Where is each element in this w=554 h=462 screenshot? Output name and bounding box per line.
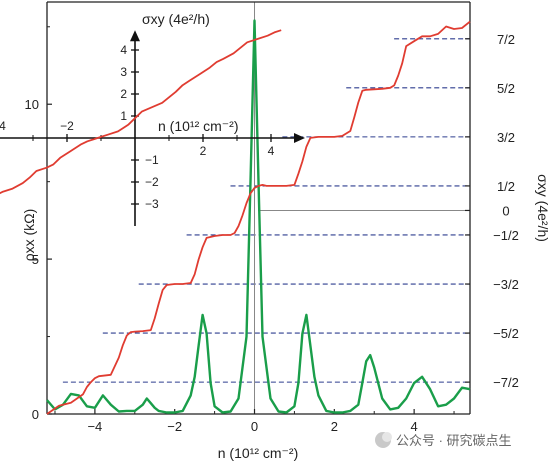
inset-y-tick-label: −2 — [145, 175, 159, 189]
inset-x-ticks: −4 −2 2 4 — [0, 119, 275, 158]
inset-y-tick-label: 2 — [120, 87, 127, 101]
x-tick-label: 0 — [251, 419, 258, 434]
wechat-icon-inner — [382, 432, 392, 442]
y-right-tick: 3/2 — [465, 130, 515, 145]
x-axis-ticks: −4 −2 0 2 4 — [54, 409, 455, 434]
x-tick: −4 — [87, 409, 102, 434]
inset-y-tick-label: 4 — [120, 43, 127, 57]
inset-y-axis-title: σxy (4e²/h) — [142, 11, 210, 27]
y-right-tick-label: 3/2 — [497, 130, 515, 145]
inset-x-tick: 4 — [268, 134, 275, 158]
y-right-axis-ticks: −7/2 −5/2 −3/2 −1/2 0 1/2 3/2 5/2 7/2 — [465, 32, 519, 390]
inset-y-tick: 3 — [120, 65, 139, 79]
y-right-tick: 0 — [465, 203, 510, 218]
inset-x-tick-label: −2 — [60, 119, 74, 133]
y-left-tick: 5 — [32, 252, 52, 267]
y-right-tick: −1/2 — [465, 228, 519, 243]
inset-x-tick: 2 — [200, 134, 207, 158]
y-right-tick: 5/2 — [465, 81, 515, 96]
inset-x-axis-arrow — [294, 133, 305, 143]
inset-x-tick: −4 — [0, 119, 6, 133]
rho-xx-series-line — [46, 19, 471, 414]
inset-x-tick-label: 2 — [200, 144, 207, 158]
y-right-tick: 1/2 — [465, 179, 515, 194]
sigma-xy-series-line — [46, 20, 471, 415]
inset-y-axis-arrow — [130, 30, 140, 42]
x-tick-label: −4 — [87, 419, 102, 434]
inset-y-tick: −2 — [131, 175, 159, 189]
watermark-text: 公众号 · 研究碳点生 — [396, 433, 512, 448]
inset-y-tick: 2 — [120, 87, 139, 101]
y-left-tick-label: 10 — [25, 97, 39, 112]
inset-y-tick-label: 3 — [120, 65, 127, 79]
inset-y-tick-label: −3 — [145, 197, 159, 211]
x-tick: 0 — [251, 409, 258, 434]
inset-x-tick-label: 4 — [268, 144, 275, 158]
y-right-tick: −7/2 — [465, 375, 519, 390]
inset-y-tick-label: −1 — [145, 153, 159, 167]
y-left-tick-label: 0 — [32, 407, 39, 422]
y-right-tick-label: 7/2 — [497, 32, 515, 47]
inset-y-tick-label: 1 — [120, 109, 127, 123]
y-right-tick-label: −3/2 — [493, 277, 519, 292]
y-right-tick-label: 5/2 — [497, 81, 515, 96]
x-axis-title: n (10¹² cm⁻²) — [218, 445, 299, 461]
inset-y-tick: 4 — [120, 43, 139, 57]
inset-x-tick-label: −4 — [0, 119, 6, 133]
inset-y-tick: −1 — [131, 153, 159, 167]
x-tick-label: −2 — [167, 419, 182, 434]
inset-chart: −4 −2 2 4 −3 −2 −1 1 2 3 4 σxy (4e²/h) n (10¹² cm… — [0, 11, 305, 226]
inset-y-tick: −3 — [131, 197, 159, 211]
y-right-tick-label: 1/2 — [497, 179, 515, 194]
y-left-axis-ticks: 0 5 10 — [25, 26, 52, 422]
y-right-tick: −3/2 — [465, 277, 519, 292]
y-right-tick: 7/2 — [465, 32, 515, 47]
y-right-tick-label: −7/2 — [493, 375, 519, 390]
y-right-tick: −5/2 — [465, 326, 519, 341]
y-right-tick-label: 0 — [502, 203, 509, 218]
inset-sigma-xy-series-line — [0, 29, 282, 195]
watermark: 公众号 · 研究碳点生 — [375, 432, 512, 448]
x-tick-label: 4 — [411, 419, 418, 434]
inset-y-ticks: −3 −2 −1 1 2 3 4 — [120, 43, 159, 211]
y-right-tick-label: −1/2 — [493, 228, 519, 243]
inset-x-tick: −2 — [60, 119, 74, 142]
inset-x-axis-title: n (10¹² cm⁻²) — [158, 118, 239, 134]
y-left-tick: 0 — [32, 407, 52, 422]
y-left-tick-label: 5 — [32, 252, 39, 267]
right-axis-plateau-lines — [62, 38, 470, 383]
x-tick-label: 2 — [331, 419, 338, 434]
x-tick: 4 — [411, 409, 418, 434]
y-left-tick: 10 — [25, 97, 52, 112]
y-right-axis-title: σxy (4e²/h) — [535, 174, 551, 242]
y-left-axis-title: ρxx (kΩ) — [21, 209, 37, 262]
y-right-tick-label: −5/2 — [493, 326, 519, 341]
